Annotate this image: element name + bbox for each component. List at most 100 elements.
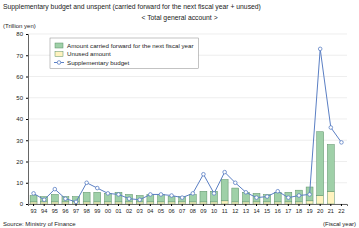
grid-line — [28, 140, 347, 141]
bar — [94, 202, 101, 204]
bar — [327, 145, 334, 192]
y-axis: 01020304050607080 — [16, 31, 28, 207]
x-tick-mark — [256, 204, 257, 206]
x-tick-mark — [76, 204, 77, 206]
marker — [42, 198, 46, 202]
y-tick-label: 50 — [16, 95, 23, 101]
x-tick-mark — [118, 204, 119, 206]
x-tick: 14 — [253, 204, 259, 214]
bar — [147, 202, 154, 204]
chart: Supplementary budget and unspent (carrie… — [0, 0, 359, 228]
x-tick-label: 93 — [30, 208, 36, 214]
marker — [297, 194, 301, 198]
x-tick-label: 19 — [306, 208, 312, 214]
marker — [308, 193, 312, 197]
marker — [149, 193, 153, 197]
marker — [191, 192, 195, 196]
x-tick: 10 — [211, 204, 217, 214]
bar — [158, 202, 165, 204]
bar-series — [30, 191, 334, 204]
bar — [83, 202, 90, 204]
x-tick-label: 03 — [137, 208, 143, 214]
x-tick-mark — [341, 204, 342, 206]
x-tick-label: 16 — [275, 208, 281, 214]
bar — [242, 202, 249, 204]
x-tick-mark — [139, 204, 140, 206]
x-tick-label: 21 — [328, 208, 334, 214]
bar — [264, 202, 271, 204]
bar — [317, 196, 324, 205]
legend-symbol — [55, 52, 63, 57]
x-tick: 06 — [168, 204, 174, 214]
y-tick: 80 — [16, 31, 28, 37]
x-tick-mark — [277, 204, 278, 206]
x-tick-label: 95 — [52, 208, 58, 214]
x-tick: 01 — [115, 204, 121, 214]
bar — [94, 192, 101, 202]
x-tick: 99 — [94, 204, 100, 214]
bar — [285, 202, 292, 204]
x-tick: 02 — [126, 204, 132, 214]
x-tick-mark — [97, 204, 98, 206]
x-tick-label: 00 — [105, 208, 111, 214]
bar — [296, 202, 303, 204]
y-tick-label: 0 — [20, 201, 24, 207]
x-tick: 17 — [285, 204, 291, 214]
grid-line — [28, 161, 347, 162]
x-tick-label: 04 — [147, 208, 153, 214]
marker — [265, 195, 269, 199]
bar — [317, 132, 324, 196]
x-tick: 19 — [306, 204, 312, 214]
bar — [126, 202, 133, 204]
legend-box — [50, 38, 199, 69]
plot: 0102030405060708093949596979899000102030… — [16, 31, 347, 214]
y-tick: 30 — [16, 138, 28, 144]
marker — [127, 197, 131, 201]
y-tick-label: 80 — [16, 31, 23, 37]
marker — [138, 198, 142, 202]
x-tick-mark — [245, 204, 246, 206]
y-axis-line — [26, 35, 29, 205]
marker — [276, 189, 280, 193]
y-axis-title: (Trillion yen) — [3, 23, 36, 29]
bar — [232, 188, 239, 202]
x-tick-mark — [309, 204, 310, 206]
x-tick-label: 17 — [285, 208, 291, 214]
x-tick-mark — [44, 204, 45, 206]
bar — [232, 202, 239, 204]
marker — [180, 196, 184, 200]
y-tick: 70 — [16, 53, 28, 59]
x-tick-mark — [33, 204, 34, 206]
x-tick: 03 — [137, 204, 143, 214]
x-tick-label: 20 — [317, 208, 323, 214]
y-tick-label: 40 — [16, 116, 23, 122]
bar — [189, 202, 196, 204]
x-tick: 09 — [200, 204, 206, 214]
marker — [85, 181, 89, 185]
x-tick-label: 98 — [84, 208, 90, 214]
x-tick-mark — [107, 204, 108, 206]
x-tick: 05 — [158, 204, 164, 214]
bar — [179, 202, 186, 204]
y-tick-label: 70 — [16, 53, 23, 59]
x-tick-label: 22 — [338, 208, 344, 214]
x-tick-mark — [288, 204, 289, 206]
x-tick-label: 97 — [73, 208, 79, 214]
x-tick-label: 01 — [115, 208, 121, 214]
grid — [28, 34, 347, 204]
x-axis-title: (Fiscal year) — [323, 221, 356, 227]
marker — [53, 187, 57, 191]
bar — [51, 194, 58, 201]
legend-label: Unused amount — [67, 50, 111, 57]
x-tick: 98 — [84, 204, 90, 214]
grid-line — [28, 119, 347, 120]
y-tick-label: 30 — [16, 138, 23, 144]
x-tick-label: 13 — [243, 208, 249, 214]
subtitle: < Total general account > — [141, 14, 217, 22]
legend: Amount carried forward for the next fisc… — [50, 38, 199, 69]
y-tick: 20 — [16, 159, 28, 165]
marker — [244, 191, 248, 195]
x-tick-label: 10 — [211, 208, 217, 214]
y-tick-label: 10 — [16, 180, 23, 186]
x-tick: 08 — [190, 204, 196, 214]
